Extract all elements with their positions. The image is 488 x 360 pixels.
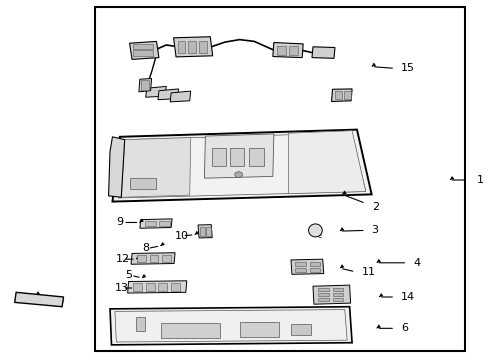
Bar (294, 262, 305, 266)
Bar (145, 283, 154, 291)
Polygon shape (173, 37, 212, 57)
Polygon shape (288, 131, 365, 194)
Polygon shape (158, 89, 178, 100)
Bar (317, 298, 328, 301)
Polygon shape (311, 47, 334, 58)
Ellipse shape (308, 224, 322, 237)
Text: 4: 4 (412, 258, 420, 268)
Text: 1: 1 (476, 175, 483, 185)
Polygon shape (140, 219, 172, 228)
Polygon shape (127, 281, 186, 293)
Text: 3: 3 (371, 225, 378, 235)
Polygon shape (145, 86, 166, 97)
Bar (277, 46, 285, 55)
Bar (171, 283, 180, 291)
Bar (206, 227, 210, 236)
Bar (162, 255, 171, 262)
Bar (158, 283, 167, 291)
Bar (136, 317, 144, 331)
Text: 7: 7 (36, 297, 43, 307)
Bar (317, 288, 328, 291)
Bar (159, 221, 170, 226)
Text: 8: 8 (142, 243, 149, 253)
Ellipse shape (234, 172, 242, 177)
Text: 5: 5 (124, 270, 131, 280)
Text: 14: 14 (400, 292, 414, 302)
Bar (211, 148, 226, 166)
Polygon shape (118, 133, 365, 198)
Bar (129, 178, 156, 189)
Bar (144, 221, 155, 226)
Bar (229, 148, 244, 166)
Polygon shape (290, 259, 323, 274)
Bar (332, 288, 343, 291)
Polygon shape (331, 89, 351, 102)
Text: 15: 15 (400, 63, 414, 73)
Text: 12: 12 (116, 254, 130, 264)
Bar (141, 80, 149, 90)
Polygon shape (170, 91, 190, 102)
Bar (294, 268, 305, 272)
Bar (133, 44, 153, 49)
Bar (200, 227, 204, 236)
Text: 13: 13 (115, 283, 129, 293)
Polygon shape (110, 307, 351, 345)
Polygon shape (139, 78, 151, 92)
Bar (149, 255, 158, 262)
Bar (95, 7, 464, 351)
Bar (188, 41, 196, 53)
Bar (137, 255, 145, 262)
Bar (309, 262, 320, 266)
Text: 6: 6 (400, 323, 407, 333)
Bar (199, 41, 206, 53)
Polygon shape (112, 130, 371, 202)
Bar (332, 293, 343, 296)
Bar (177, 41, 185, 53)
Bar (289, 46, 298, 55)
Bar (133, 50, 153, 56)
Polygon shape (108, 137, 124, 197)
Bar (161, 323, 220, 338)
Bar (133, 283, 142, 291)
Text: 2: 2 (371, 202, 378, 212)
Text: 11: 11 (361, 267, 375, 277)
Text: 10: 10 (175, 231, 189, 241)
Polygon shape (312, 285, 350, 304)
Bar (249, 148, 264, 166)
Polygon shape (198, 225, 212, 238)
Bar (332, 298, 343, 301)
Polygon shape (115, 310, 346, 342)
Bar (335, 91, 341, 99)
Bar (317, 293, 328, 296)
Bar (290, 324, 310, 335)
Polygon shape (272, 42, 303, 58)
Bar (344, 91, 350, 99)
Polygon shape (131, 253, 175, 264)
Polygon shape (121, 138, 190, 197)
Bar (309, 268, 320, 272)
Polygon shape (15, 292, 63, 307)
Text: 9: 9 (116, 217, 123, 228)
Bar (239, 322, 278, 337)
Polygon shape (204, 134, 273, 178)
Polygon shape (129, 41, 159, 59)
